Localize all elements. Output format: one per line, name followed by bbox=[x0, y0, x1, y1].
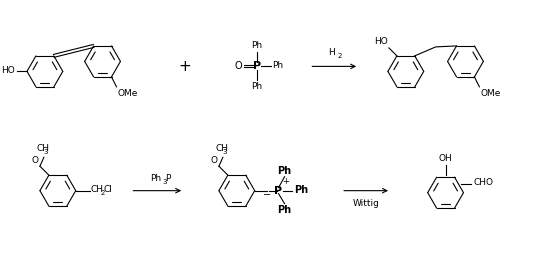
Text: 3: 3 bbox=[223, 149, 227, 155]
Text: Ph: Ph bbox=[277, 205, 292, 215]
Text: OMe: OMe bbox=[117, 89, 138, 98]
Text: O: O bbox=[32, 156, 39, 165]
Text: +: + bbox=[179, 59, 192, 74]
Text: 2: 2 bbox=[100, 190, 105, 196]
Text: +: + bbox=[283, 177, 289, 186]
Text: −: − bbox=[262, 190, 271, 200]
Text: Ph: Ph bbox=[251, 41, 262, 51]
Text: 3: 3 bbox=[44, 149, 48, 155]
Text: OH: OH bbox=[439, 154, 452, 163]
Text: 3: 3 bbox=[162, 179, 167, 185]
Text: P: P bbox=[165, 174, 171, 183]
Text: 2: 2 bbox=[337, 53, 341, 59]
Text: H: H bbox=[328, 48, 335, 57]
Text: CH: CH bbox=[216, 144, 229, 153]
Text: P: P bbox=[253, 61, 261, 71]
Text: OMe: OMe bbox=[480, 89, 501, 98]
Text: HO: HO bbox=[1, 66, 15, 75]
Text: Cl: Cl bbox=[104, 185, 113, 194]
Text: CH: CH bbox=[37, 144, 50, 153]
Text: Wittig: Wittig bbox=[352, 199, 379, 208]
Text: Ph: Ph bbox=[273, 61, 284, 70]
Text: Ph: Ph bbox=[277, 166, 292, 176]
Text: Ph: Ph bbox=[294, 185, 309, 195]
Text: O: O bbox=[211, 156, 218, 165]
Text: Ph: Ph bbox=[251, 82, 262, 91]
Text: Ph: Ph bbox=[150, 174, 161, 183]
Text: P: P bbox=[274, 186, 283, 196]
Text: CHO: CHO bbox=[473, 178, 493, 187]
Text: CH: CH bbox=[91, 185, 104, 194]
Text: O: O bbox=[234, 61, 242, 71]
Text: HO: HO bbox=[374, 37, 388, 46]
